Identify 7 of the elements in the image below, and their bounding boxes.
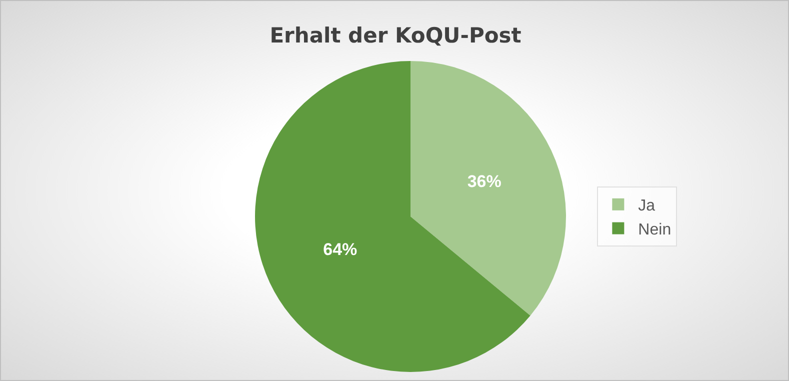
data-label: 64% [323,240,358,260]
chart-title: Erhalt der KoQU-Post [270,23,522,48]
legend-label: Nein [638,221,672,238]
pie-slice [410,61,566,316]
legend-label: Ja [638,198,656,215]
pie-slice [255,61,530,372]
data-label: 36% [467,172,502,192]
